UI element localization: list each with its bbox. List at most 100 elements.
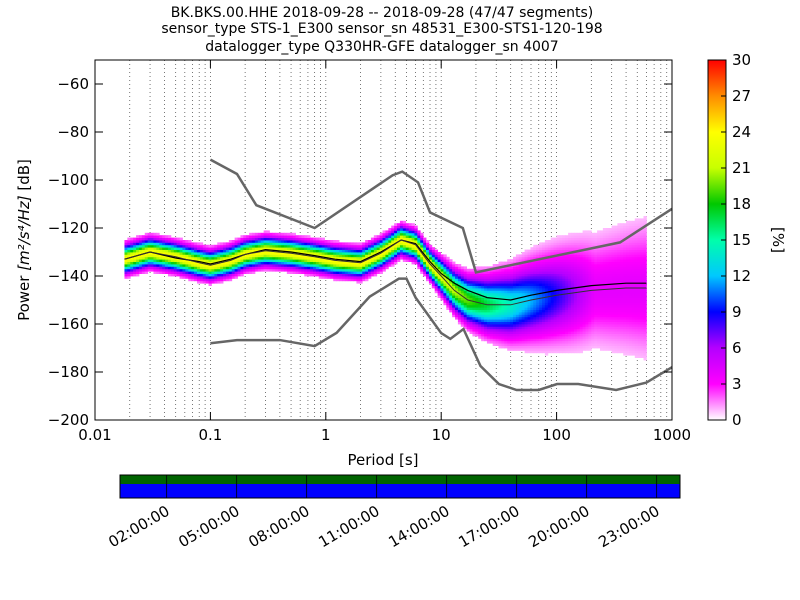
heatmap-cell [246,261,250,265]
heatmap-cell [179,237,183,241]
heatmap-cell [533,321,537,325]
heatmap-cell [202,278,207,282]
heatmap-cell [620,244,624,248]
heatmap-cell [591,304,595,308]
heatmap-cell [124,247,128,250]
heatmap-cell [495,319,499,322]
heatmap-cell [634,247,639,250]
heatmap-cell [631,348,636,351]
heatmap-cell [605,235,610,238]
heatmap-cell [449,304,453,308]
heatmap-cell [539,259,543,262]
heatmap-cell [237,261,241,265]
heatmap-cell [495,316,499,320]
heatmap-cell [631,225,636,229]
heatmap-cell [539,324,543,327]
heatmap-cell [179,242,183,246]
heatmap-cell [153,232,157,236]
heatmap-cell [600,338,604,342]
heatmap-cell [437,256,441,260]
heatmap-cell [573,321,578,325]
heatmap-cell [495,340,499,344]
heatmap-cell [376,244,381,248]
heatmap-cell [629,264,633,267]
heatmap-cell [626,249,630,253]
heatmap-cell [559,307,563,310]
heatmap-cell [608,292,612,296]
heatmap-cell [347,271,352,274]
heatmap-cell [518,259,523,262]
heatmap-cell [391,232,395,236]
heatmap-cell [573,271,578,274]
heatmap-cell [414,225,418,229]
heatmap-cell [336,276,340,279]
heatmap-cell [223,244,227,248]
heatmap-cell [634,350,639,354]
heatmap-cell [556,271,560,274]
heatmap-cell [457,276,462,279]
heatmap-cell [530,268,534,272]
heatmap-cell [199,278,204,282]
heatmap-cell [629,230,633,234]
heatmap-cell [475,316,479,320]
heatmap-cell [170,271,175,274]
heatmap-cell [524,254,528,258]
heatmap-cell [228,242,233,246]
heatmap-cell [353,242,357,246]
heatmap-cell [608,256,612,260]
y-tick-label: −200 [48,411,89,429]
heatmap-cell [162,244,166,248]
heatmap-cell [185,242,189,246]
heatmap-cell [591,264,595,267]
heatmap-cell [518,324,523,327]
heatmap-cell [391,242,395,246]
heatmap-cell [428,259,433,262]
heatmap-cell [501,278,505,282]
heatmap-cell [608,333,612,337]
heatmap-cell [159,264,163,267]
timeline-tick-label: 23:00:00 [595,502,662,551]
heatmap-cell [623,328,627,332]
heatmap-cell [446,283,450,286]
heatmap-cell [246,266,250,270]
heatmap-cell [257,240,262,243]
heatmap-cell [336,256,340,260]
heatmap-cell [510,304,514,308]
heatmap-cell [191,273,195,277]
y-axis-label-prefix: Power [15,271,33,321]
heatmap-cell [602,307,607,310]
heatmap-cell [455,271,459,274]
heatmap-cell [156,247,160,250]
heatmap-cell [295,237,299,241]
heatmap-cell [556,326,560,330]
heatmap-cell [550,328,555,332]
heatmap-cell [571,350,575,354]
heatmap-cell [643,283,647,286]
heatmap-cell [472,324,476,327]
heatmap-cell [336,242,340,246]
heatmap-cell [550,304,555,308]
heatmap-cell [521,333,526,337]
coverage-bar-top [120,475,680,484]
heatmap-cell [434,278,439,282]
heatmap-cell [547,309,552,313]
heatmap-cell [626,259,630,262]
heatmap-cell [156,261,160,265]
heatmap-cell [225,278,230,282]
heatmap-cell [631,242,636,246]
heatmap-cell [489,321,494,325]
heatmap-cell [208,261,212,265]
heatmap-cell [388,230,392,234]
heatmap-cell [460,304,465,308]
heatmap-cell [643,268,647,272]
heatmap-cell [536,264,540,267]
heatmap-cell [281,252,285,255]
heatmap-cell [527,280,531,284]
heatmap-cell [173,268,178,272]
heatmap-cell [634,297,639,301]
heatmap-cell [556,324,560,327]
heatmap-cell [472,285,476,289]
heatmap-cell [373,268,378,272]
heatmap-cell [388,242,392,246]
heatmap-cell [223,261,227,265]
